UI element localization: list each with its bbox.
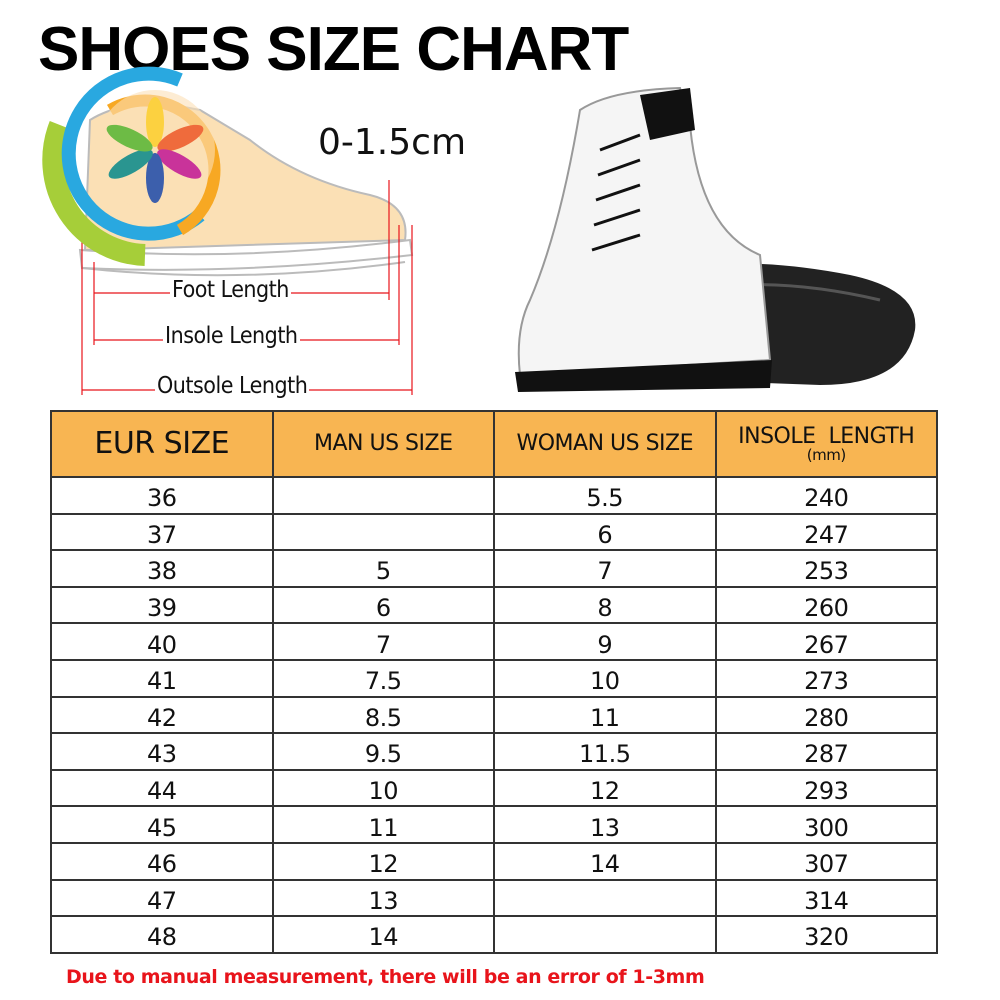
cell-woman-us-size: 14 [493,841,717,881]
cell-eur-size: 43 [50,732,274,771]
cell-eur-size: 40 [50,622,274,661]
cell-insole-length: 280 [714,695,938,735]
insole-header-label: INSOLE LENGTH [738,423,915,449]
table-row: 38 5 7 253 [50,549,938,588]
table-header-row: EUR SIZE MAN US SIZE WOMAN US SIZE INSOL… [50,410,938,478]
cell-insole-length: 260 [714,585,938,625]
cell-man-us-size: 10 [271,768,495,808]
cell-eur-size: 41 [50,658,274,698]
table-row: 41 7.5 10 273 [50,658,938,698]
cell-man-us-size: 6 [271,585,495,625]
cell-man-us-size: 9.5 [271,732,495,771]
size-table: EUR SIZE MAN US SIZE WOMAN US SIZE INSOL… [50,410,938,954]
cell-eur-size: 47 [50,878,274,918]
foot-length-label: Foot Length [170,277,291,303]
cell-woman-us-size: 7 [493,549,717,588]
outsole-length-label: Outsole Length [155,373,310,399]
cell-man-us-size: 7.5 [271,658,495,698]
cell-woman-us-size: 6 [493,512,717,552]
table-row: 37 6 247 [50,512,938,552]
cell-insole-length: 300 [714,805,938,844]
table-row: 36 5.5 240 [50,476,938,515]
watermark-logo-icon [42,66,221,266]
cell-woman-us-size: 13 [493,805,717,844]
cell-insole-length: 247 [714,512,938,552]
table-row: 47 13 314 [50,878,938,918]
table-row: 43 9.5 11.5 287 [50,732,938,771]
cell-man-us-size: 11 [271,805,495,844]
cell-eur-size: 36 [50,476,274,515]
cell-woman-us-size: 10 [493,658,717,698]
boot-image [515,86,916,392]
measurement-note: Due to manual measurement, there will be… [66,966,705,988]
cell-eur-size: 37 [50,512,274,552]
cell-insole-length: 287 [714,732,938,771]
cell-insole-length: 307 [714,841,938,881]
insole-unit: (mm) [806,445,846,464]
column-header-eur: EUR SIZE [50,410,274,478]
cell-man-us-size [271,476,495,515]
table-row: 46 12 14 307 [50,841,938,881]
column-header-woman-us: WOMAN US SIZE [493,410,717,478]
cell-man-us-size: 14 [271,915,495,954]
column-header-man-us: MAN US SIZE [271,410,495,478]
cell-man-us-size: 5 [271,549,495,588]
cell-eur-size: 44 [50,768,274,808]
cell-man-us-size: 12 [271,841,495,881]
cell-woman-us-size: 11.5 [493,732,717,771]
cell-insole-length: 267 [714,622,938,661]
cell-insole-length: 314 [714,878,938,918]
table-row: 42 8.5 11 280 [50,695,938,735]
cell-eur-size: 46 [50,841,274,881]
cell-insole-length: 240 [714,476,938,515]
cell-woman-us-size [493,878,717,918]
cell-woman-us-size: 5.5 [493,476,717,515]
column-header-insole: INSOLE LENGTH (mm) [714,410,938,478]
insole-length-label: Insole Length [163,323,300,349]
cell-woman-us-size: 11 [493,695,717,735]
gap-label: 0-1.5cm [318,122,467,163]
table-row: 39 6 8 260 [50,585,938,625]
cell-insole-length: 293 [714,768,938,808]
cell-man-us-size [271,512,495,552]
table-row: 48 14 320 [50,915,938,954]
cell-insole-length: 253 [714,549,938,588]
cell-insole-length: 320 [714,915,938,954]
table-row: 45 11 13 300 [50,805,938,844]
cell-woman-us-size: 12 [493,768,717,808]
cell-man-us-size: 13 [271,878,495,918]
table-row: 44 10 12 293 [50,768,938,808]
cell-eur-size: 48 [50,915,274,954]
cell-woman-us-size [493,915,717,954]
table-row: 40 7 9 267 [50,622,938,661]
cell-eur-size: 38 [50,549,274,588]
cell-woman-us-size: 9 [493,622,717,661]
cell-eur-size: 39 [50,585,274,625]
cell-insole-length: 273 [714,658,938,698]
cell-man-us-size: 7 [271,622,495,661]
cell-man-us-size: 8.5 [271,695,495,735]
cell-eur-size: 45 [50,805,274,844]
cell-woman-us-size: 8 [493,585,717,625]
cell-eur-size: 42 [50,695,274,735]
